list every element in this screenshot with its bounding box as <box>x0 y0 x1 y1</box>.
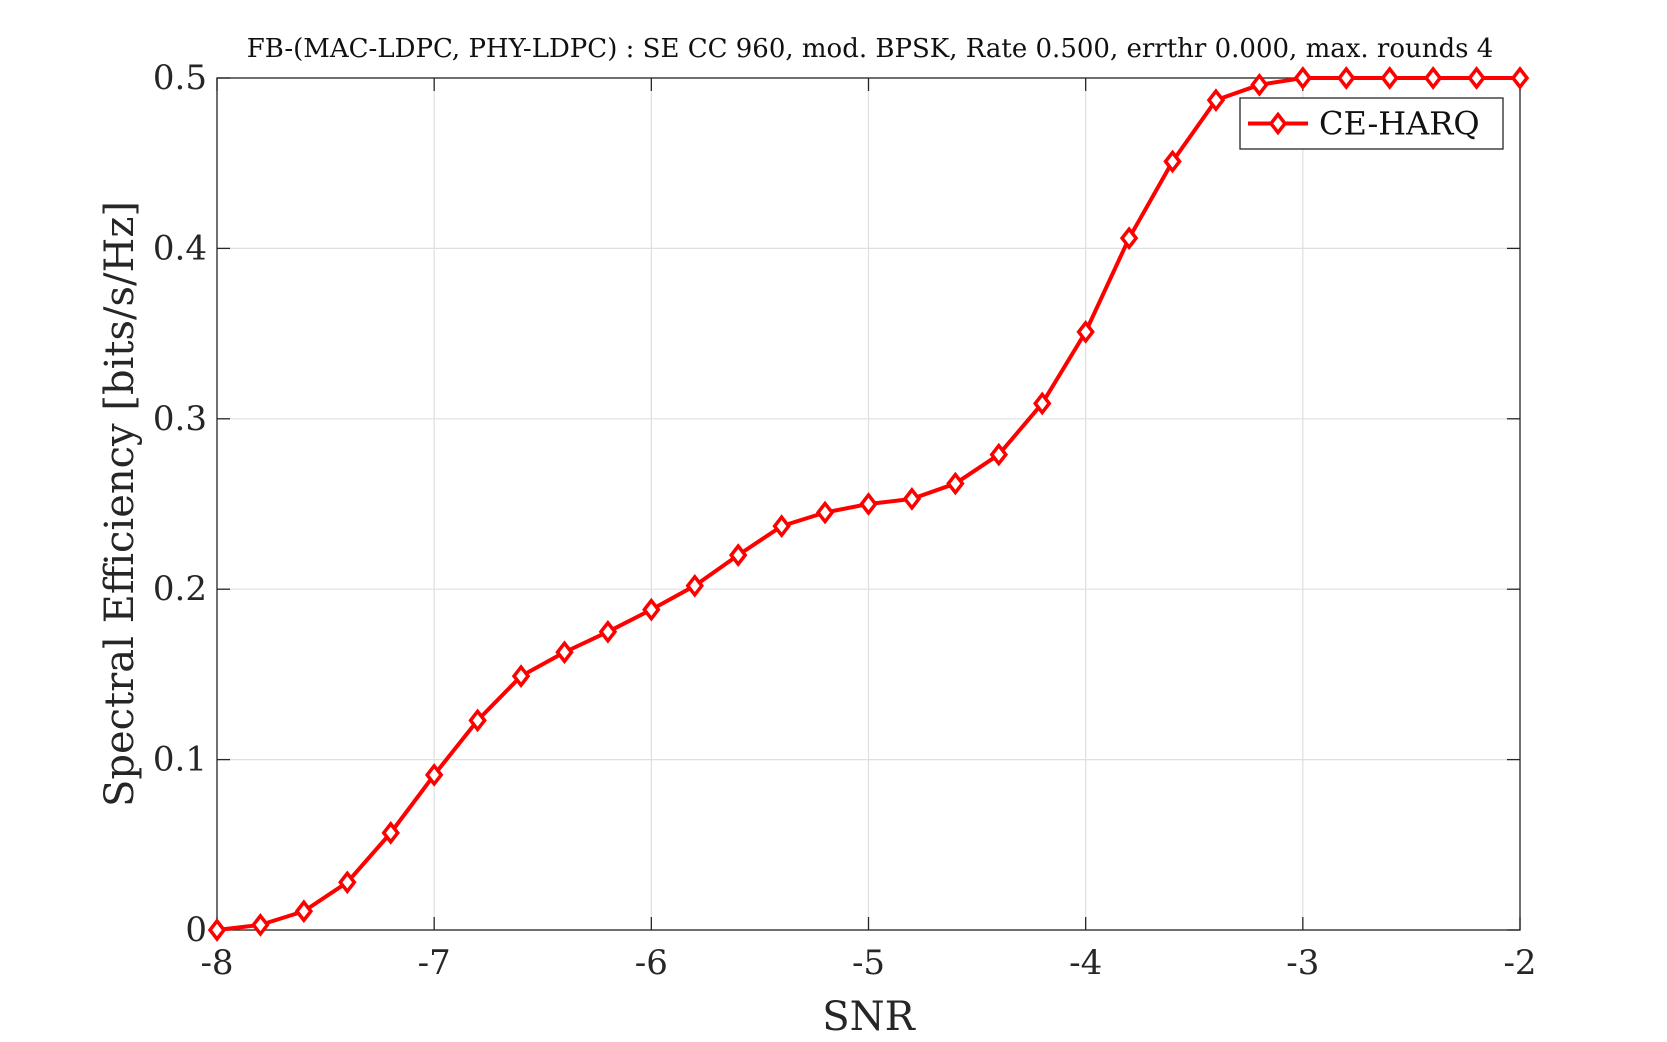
x-tick-label: -7 <box>418 943 451 983</box>
x-axis-label: SNR <box>822 994 916 1040</box>
data-point-marker <box>815 500 835 525</box>
data-point-marker <box>1076 320 1095 344</box>
data-point-marker <box>1033 391 1052 416</box>
chart-title: FB-(MAC-LDPC, PHY-LDPC) : SE CC 960, mod… <box>247 34 1494 64</box>
x-tick-label: -6 <box>635 943 668 983</box>
data-point-marker <box>859 492 878 516</box>
data-point-marker <box>989 442 1009 467</box>
data-point-marker <box>642 597 661 622</box>
data-point-marker <box>1206 88 1226 113</box>
y-tick-labels: 0 0.1 0.2 0.3 0.4 0.5 <box>153 58 207 950</box>
y-tick-label: 0.5 <box>153 58 207 98</box>
data-point-marker <box>381 821 400 845</box>
y-tick-label: 0.4 <box>153 228 207 268</box>
data-point-marker <box>1380 66 1399 90</box>
legend-label: CE-HARQ <box>1319 105 1480 143</box>
data-point-marker <box>424 763 444 787</box>
legend: CE-HARQ <box>1239 97 1504 150</box>
data-point-marker <box>902 487 922 511</box>
data-point-marker <box>1119 226 1139 251</box>
data-point-marker <box>338 870 357 895</box>
data-point-marker <box>294 899 314 924</box>
x-tick-label: -5 <box>852 943 885 983</box>
data-point-marker <box>1250 72 1269 97</box>
data-point-marker <box>1423 66 1443 90</box>
series-layer <box>207 66 1530 942</box>
data-point-marker <box>728 543 748 567</box>
data-point-marker <box>772 514 791 539</box>
data-point-marker <box>1510 66 1530 90</box>
data-point-marker <box>511 664 531 688</box>
legend-diamond-marker <box>1268 111 1288 136</box>
data-point-marker <box>685 573 704 598</box>
data-point-marker <box>1293 66 1313 90</box>
data-point-marker <box>1337 66 1356 90</box>
data-point-marker <box>251 913 270 937</box>
data-point-marker <box>207 918 227 942</box>
data-point-marker <box>598 619 618 644</box>
x-tick-label: -2 <box>1503 943 1536 983</box>
data-point-marker <box>1163 149 1182 174</box>
y-tick-label: 0.1 <box>153 740 207 780</box>
y-tick-label: 0.3 <box>153 399 207 439</box>
data-point-marker <box>1467 66 1486 90</box>
data-point-marker <box>555 640 574 665</box>
data-point-marker <box>468 708 487 733</box>
y-axis-label: Spectral Efficiency [bits/s/Hz] <box>97 201 143 807</box>
x-tick-label: -8 <box>200 943 233 983</box>
y-tick-label: 0 <box>185 910 207 950</box>
x-tick-label: -3 <box>1286 943 1319 983</box>
data-point-marker <box>946 471 965 496</box>
x-tick-label: -4 <box>1069 943 1102 983</box>
x-tick-labels: -8 -7 -6 -5 -4 -3 -2 <box>200 943 1536 983</box>
y-tick-label: 0.2 <box>153 569 207 609</box>
